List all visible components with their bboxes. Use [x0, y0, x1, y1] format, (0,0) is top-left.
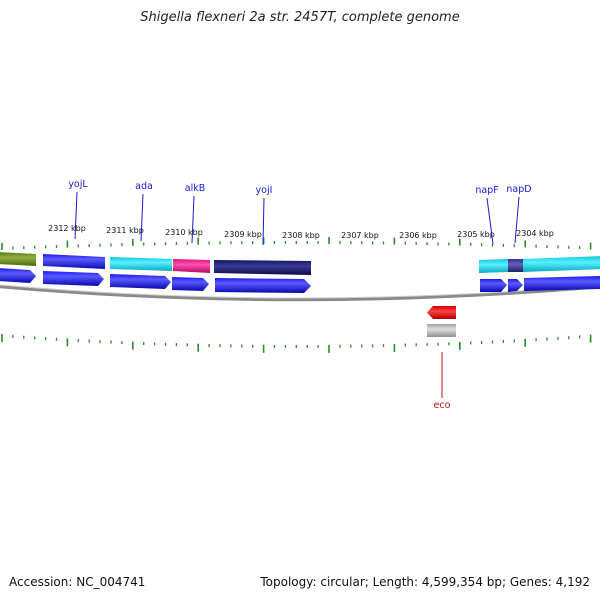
forward-cds-ring [0, 268, 600, 293]
cog-segment-blue-yojL [43, 254, 105, 269]
scale-label: 2311 kbp [106, 226, 144, 235]
reverse-cog-eco [427, 324, 456, 337]
cds-arrow-yojI [215, 278, 311, 293]
inner-tick-ring [1, 334, 592, 353]
genome-backbone [0, 284, 600, 302]
cog-segment-pink-alkB [173, 259, 210, 273]
scale-label: 2309 kbp [224, 230, 262, 239]
cds-arrow-right [524, 276, 600, 291]
map-title: Shigella flexneri 2a str. 2457T, complet… [140, 10, 460, 25]
genome-backbone-highlight [0, 284, 600, 299]
scale-label: 2312 kbp [48, 224, 86, 233]
genome-summary: Topology: circular; Length: 4,599,354 bp… [260, 575, 590, 589]
cds-arrow-yojL [43, 271, 104, 286]
cds-arrow-napD [508, 279, 523, 292]
scale-label: 2310 kbp [165, 228, 203, 237]
scale-label: 2304 kbp [516, 229, 554, 238]
cds-arrow-ada [110, 274, 171, 289]
cog-segment-navy-yojI [214, 260, 311, 275]
gene-label-leader [514, 196, 520, 244]
reverse-feature-ring [427, 306, 456, 337]
gene-label-leader [486, 197, 494, 245]
cog-segment-cyan-napF [479, 259, 508, 273]
gene-label-leader [140, 193, 144, 242]
gene-label: yojI [256, 185, 273, 196]
gene-label: napF [475, 185, 498, 196]
cds-arrow-napF [480, 279, 507, 292]
gene-label-leader [191, 195, 195, 244]
scale-label: 2307 kbp [341, 231, 379, 240]
cog-segment-cyan-ada [110, 257, 172, 271]
cds-arrow-forward [0, 268, 36, 283]
scale-label: 2305 kbp [457, 230, 495, 239]
gene-label-leader [74, 191, 78, 240]
gene-label: eco [434, 400, 451, 411]
cog-segment-slate-napD [508, 259, 523, 272]
gene-label-leader [262, 197, 265, 246]
gene-label: alkB [185, 183, 205, 194]
gene-label: yojL [68, 179, 88, 190]
cog-ring [0, 252, 600, 275]
reverse-arrow-eco [427, 306, 456, 319]
accession-label: Accession: NC_004741 [9, 575, 146, 589]
gene-labels: yojL ada alkB yojI napF napD eco [68, 179, 531, 411]
gene-label: napD [506, 184, 531, 195]
scale-labels: 2312 kbp 2311 kbp 2310 kbp 2309 kbp 2308 kbp… [48, 224, 554, 240]
gene-label: ada [135, 181, 153, 192]
cds-arrow-alkB [172, 277, 209, 291]
cog-segment-cyan-right [523, 256, 600, 272]
cog-segment-olive [0, 252, 36, 266]
scale-label: 2306 kbp [399, 231, 437, 240]
scale-label: 2308 kbp [282, 231, 320, 240]
